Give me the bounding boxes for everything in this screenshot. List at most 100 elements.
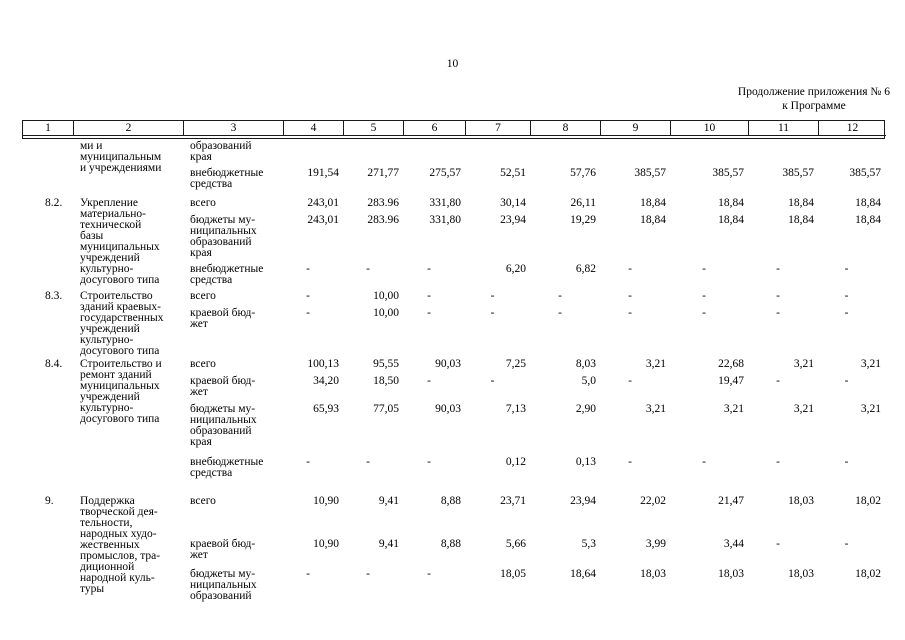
value-cell: 385,57: [712, 167, 744, 179]
value-cell: 385,57: [782, 167, 814, 179]
program-name: Поддержка творческой дея- тельности, нар…: [80, 495, 161, 595]
value-cell: 275,57: [429, 167, 461, 179]
value-cell: -: [427, 263, 431, 275]
column-header-1: 1: [23, 121, 74, 136]
value-cell: 18,03: [788, 495, 814, 507]
value-cell: 30,14: [500, 197, 526, 209]
financing-source-label: всего: [190, 197, 216, 209]
value-cell: 8,88: [440, 495, 461, 507]
continuation-note-line2: к Программе: [782, 100, 846, 112]
continuation-note-line1: Продолжение приложения № 6: [737, 86, 890, 98]
value-cell: 385,57: [849, 167, 881, 179]
value-cell: -: [306, 307, 310, 319]
value-cell: -: [427, 456, 431, 468]
value-cell: 18,84: [788, 197, 814, 209]
column-header-4: 4: [284, 121, 344, 136]
row-number: 8.4.: [45, 358, 63, 370]
value-cell: 18,50: [373, 375, 399, 387]
value-cell: 243,01: [307, 197, 339, 209]
financing-row: всего 100,13 95,55 90,03 7,25 8,03 3,21 22,68 3,…: [183, 358, 885, 376]
financing-row: бюджеты му- ниципальных образований края…: [183, 214, 885, 264]
column-header-3: 3: [184, 121, 284, 136]
value-cell: 8,88: [440, 538, 461, 550]
value-cell: 3,21: [860, 403, 881, 415]
row-number: 9.: [45, 495, 54, 507]
value-cell: 90,03: [435, 403, 461, 415]
value-cell: 18,84: [718, 197, 744, 209]
financing-source-label: краевой бюд- жет: [190, 538, 256, 561]
value-cell: 18,84: [640, 214, 666, 226]
value-cell: 6,20: [505, 263, 526, 275]
value-cell: 5,3: [581, 538, 596, 550]
value-cell: 77,05: [373, 403, 399, 415]
value-cell: -: [366, 568, 370, 580]
financing-source-label: внебюджетные средства: [190, 456, 264, 479]
value-cell: -: [776, 375, 780, 387]
value-cell: 21,47: [718, 495, 744, 507]
program-name: Укрепление материально- технической базы…: [80, 197, 160, 286]
value-cell: -: [306, 456, 310, 468]
value-cell: 331,80: [429, 197, 461, 209]
value-cell: -: [366, 456, 370, 468]
value-cell: -: [628, 375, 632, 387]
program-name: Строительство и ремонт зданий муниципаль…: [80, 358, 162, 425]
value-cell: 18,03: [640, 568, 666, 580]
program-name: ми и муниципальным и учреждениями: [80, 140, 162, 174]
financing-source-label: краевой бюд- жет: [190, 375, 256, 398]
value-cell: 57,76: [570, 167, 596, 179]
value-cell: 10,00: [373, 307, 399, 319]
value-cell: 18,84: [788, 214, 814, 226]
financing-rows: образований края внебюджетные средства 191…: [183, 140, 885, 198]
value-cell: 9,41: [378, 538, 399, 550]
value-cell: -: [844, 538, 849, 550]
value-cell: 18,84: [855, 214, 881, 226]
financing-source-label: всего: [190, 358, 216, 370]
financing-row: всего 243,01 283.96 331,80 30,14 26,11 18,84 18…: [183, 197, 885, 215]
value-cell: -: [306, 290, 310, 302]
column-number-ruler: 1 2 3 4 5 6 7 8 9 10 11 12: [22, 120, 886, 139]
value-cell: 95,55: [373, 358, 399, 370]
column-header-11: 11: [749, 121, 819, 136]
value-cell: -: [844, 290, 849, 302]
column-header-12: 12: [819, 121, 886, 136]
value-cell: -: [628, 307, 632, 319]
value-cell: -: [490, 307, 495, 319]
value-cell: 191,54: [307, 167, 339, 179]
value-cell: -: [844, 375, 849, 387]
financing-source-label: всего: [190, 495, 216, 507]
value-cell: 18,05: [500, 568, 526, 580]
value-cell: 2,90: [575, 403, 596, 415]
value-cell: 18,02: [855, 495, 881, 507]
column-header-9: 9: [601, 121, 671, 136]
value-cell: 3,21: [793, 358, 814, 370]
value-cell: 10,90: [313, 538, 339, 550]
value-cell: -: [844, 307, 849, 319]
value-cell: 18,84: [718, 214, 744, 226]
table-group: 9. Поддержка творческой дея- тельности, н…: [22, 495, 885, 602]
value-cell: 65,93: [313, 403, 339, 415]
value-cell: 100,13: [307, 358, 339, 370]
value-cell: -: [306, 263, 310, 275]
financing-source-label: внебюджетные средства: [190, 263, 264, 286]
financing-rows: всего 10,90 9,41 8,88 23,71 23,94 22,02 21,47 18…: [183, 495, 885, 602]
budget-table: 1 2 3 4 5 6 7 8 9 10 11 12 ми и муниципальным и учр…: [22, 120, 886, 602]
financing-row: всего - 10,00 - - - - - - -: [183, 290, 885, 308]
value-cell: -: [427, 375, 431, 387]
value-cell: 34,20: [313, 375, 339, 387]
row-number: 8.2.: [45, 197, 63, 209]
financing-source-label: бюджеты му- ниципальных образований края: [190, 403, 257, 448]
financing-source-label: бюджеты му- ниципальных образований края: [190, 214, 257, 259]
page-number: 10: [446, 58, 459, 70]
table-group: ми и муниципальным и учреждениями образов…: [22, 140, 885, 198]
value-cell: -: [558, 290, 562, 302]
value-cell: 18,03: [788, 568, 814, 580]
value-cell: 19,47: [718, 375, 744, 387]
value-cell: 5,0: [581, 375, 596, 387]
value-cell: -: [628, 456, 632, 468]
financing-row: внебюджетные средства - - - 0,12 0,13 - - - -: [183, 456, 885, 496]
value-cell: -: [702, 290, 706, 302]
value-cell: -: [558, 307, 562, 319]
value-cell: 23,94: [500, 214, 526, 226]
value-cell: -: [776, 263, 780, 275]
